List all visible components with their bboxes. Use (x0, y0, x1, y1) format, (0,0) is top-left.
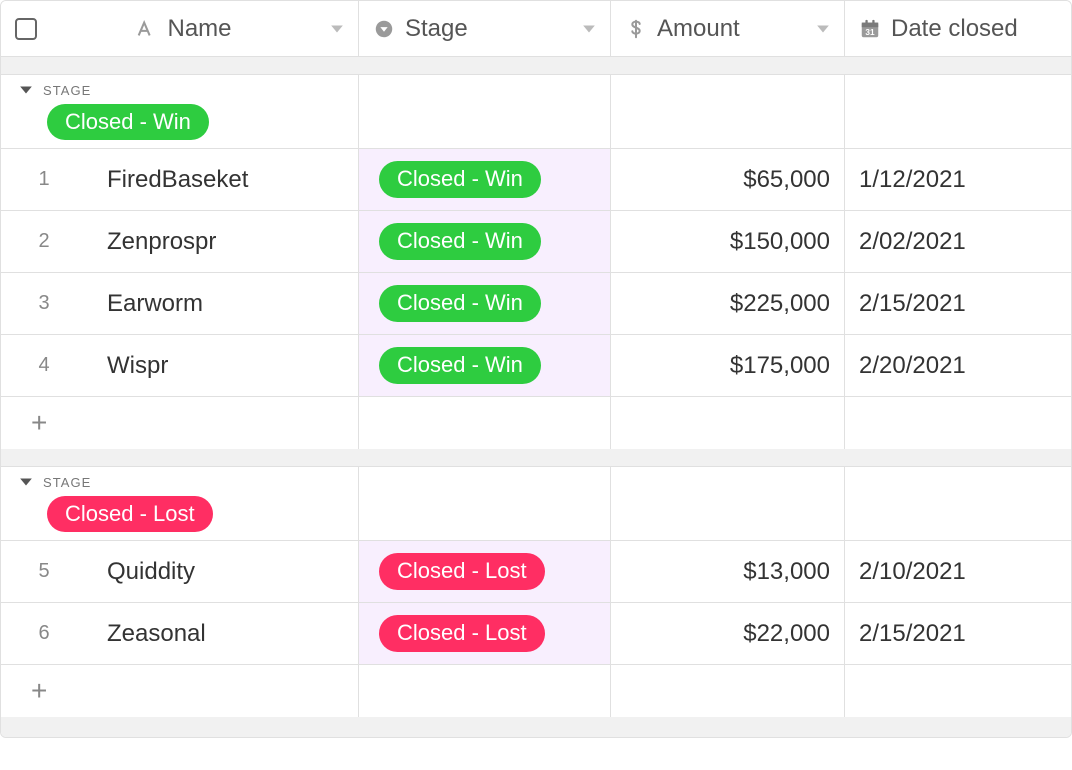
deal-name: Zeasonal (87, 620, 206, 648)
amount-cell[interactable]: $225,000 (611, 273, 845, 334)
column-date-label: Date closed (891, 15, 1018, 43)
column-header-date[interactable]: 31 Date closed (845, 1, 1071, 56)
table-row[interactable]: 1 FiredBaseket Closed - Win $65,000 1/12… (1, 149, 1071, 211)
column-header-stage[interactable]: Stage (359, 1, 611, 56)
table-row[interactable]: 3 Earworm Closed - Win $225,000 2/15/202… (1, 273, 1071, 335)
dropdown-icon (373, 18, 395, 40)
deal-name: Wispr (87, 352, 168, 380)
amount-cell[interactable]: $175,000 (611, 335, 845, 396)
group-header[interactable]: STAGE Closed - Lost (1, 467, 1071, 541)
stage-pill: Closed - Win (379, 347, 541, 383)
table-row[interactable]: 2 Zenprospr Closed - Win $150,000 2/02/2… (1, 211, 1071, 273)
date-cell[interactable]: 2/10/2021 (845, 541, 1071, 602)
amount-cell[interactable]: $65,000 (611, 149, 845, 210)
deals-table: Name Stage (0, 0, 1072, 738)
column-amount-label: Amount (657, 15, 740, 43)
group-collapse-caret[interactable] (19, 83, 33, 97)
row-number: 4 (1, 354, 87, 377)
calendar-icon: 31 (859, 18, 881, 40)
column-header-amount[interactable]: Amount (611, 1, 845, 56)
date-cell[interactable]: 2/15/2021 (845, 603, 1071, 664)
deal-name: Quiddity (87, 558, 195, 586)
stage-cell[interactable]: Closed - Win (359, 211, 611, 272)
table-row[interactable]: 5 Quiddity Closed - Lost $13,000 2/10/20… (1, 541, 1071, 603)
add-row[interactable]: + (1, 397, 1071, 449)
column-stage-label: Stage (405, 15, 468, 43)
date-cell[interactable]: 2/20/2021 (845, 335, 1071, 396)
date-cell[interactable]: 2/02/2021 (845, 211, 1071, 272)
row-number: 5 (1, 560, 87, 583)
column-header-name[interactable]: Name (1, 1, 359, 56)
group-collapse-caret[interactable] (19, 475, 33, 489)
text-icon (135, 18, 157, 40)
stage-pill: Closed - Win (379, 285, 541, 321)
group-by-label: STAGE (43, 83, 91, 98)
plus-icon: + (31, 675, 47, 707)
group-stage-pill: Closed - Win (47, 104, 209, 140)
svg-text:31: 31 (865, 27, 875, 36)
group-gap (1, 57, 1071, 75)
chevron-down-icon[interactable] (582, 22, 596, 36)
deal-name: Zenprospr (87, 228, 216, 256)
row-number: 1 (1, 168, 87, 191)
column-name-label: Name (167, 15, 231, 43)
amount-cell[interactable]: $22,000 (611, 603, 845, 664)
row-number: 2 (1, 230, 87, 253)
row-number: 6 (1, 622, 87, 645)
table-row[interactable]: 4 Wispr Closed - Win $175,000 2/20/2021 (1, 335, 1071, 397)
chevron-down-icon[interactable] (330, 22, 344, 36)
group-by-label: STAGE (43, 475, 91, 490)
deal-name: Earworm (87, 290, 203, 318)
group-gap (1, 449, 1071, 467)
date-cell[interactable]: 2/15/2021 (845, 273, 1071, 334)
stage-cell[interactable]: Closed - Win (359, 335, 611, 396)
table-row[interactable]: 6 Zeasonal Closed - Lost $22,000 2/15/20… (1, 603, 1071, 665)
select-all-checkbox[interactable] (15, 18, 37, 40)
group-stage-pill: Closed - Lost (47, 496, 213, 532)
amount-cell[interactable]: $150,000 (611, 211, 845, 272)
column-header-row: Name Stage (1, 1, 1071, 57)
group-header[interactable]: STAGE Closed - Win (1, 75, 1071, 149)
date-cell[interactable]: 1/12/2021 (845, 149, 1071, 210)
stage-cell[interactable]: Closed - Win (359, 149, 611, 210)
row-number: 3 (1, 292, 87, 315)
stage-pill: Closed - Lost (379, 615, 545, 651)
plus-icon: + (31, 407, 47, 439)
add-row[interactable]: + (1, 665, 1071, 717)
amount-cell[interactable]: $13,000 (611, 541, 845, 602)
stage-pill: Closed - Lost (379, 553, 545, 589)
chevron-down-icon[interactable] (816, 22, 830, 36)
stage-pill: Closed - Win (379, 161, 541, 197)
stage-pill: Closed - Win (379, 223, 541, 259)
stage-cell[interactable]: Closed - Lost (359, 603, 611, 664)
stage-cell[interactable]: Closed - Lost (359, 541, 611, 602)
stage-cell[interactable]: Closed - Win (359, 273, 611, 334)
currency-icon (625, 18, 647, 40)
deal-name: FiredBaseket (87, 166, 248, 194)
